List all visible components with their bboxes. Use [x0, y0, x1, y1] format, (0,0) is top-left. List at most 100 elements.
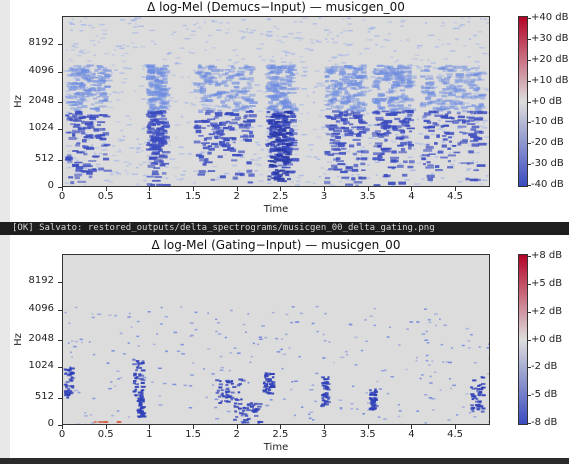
delta-cell	[457, 142, 462, 146]
delta-cell	[468, 38, 472, 40]
delta-cell	[112, 91, 117, 93]
delta-cell	[284, 104, 292, 107]
delta-cell	[167, 52, 171, 55]
x-tick-mark	[236, 425, 238, 429]
delta-cell	[340, 170, 348, 174]
delta-cell	[263, 107, 269, 110]
delta-cell	[476, 117, 484, 120]
delta-cell	[258, 55, 262, 58]
delta-cell	[171, 33, 174, 36]
delta-cell	[249, 69, 254, 74]
delta-cell	[246, 126, 250, 129]
delta-cell	[92, 397, 96, 400]
delta-cell	[405, 99, 415, 102]
delta-cell	[486, 347, 489, 349]
delta-cell	[277, 146, 282, 149]
delta-cell	[203, 161, 213, 164]
delta-cell	[66, 116, 76, 119]
delta-cell	[388, 90, 394, 94]
delta-cell	[454, 80, 459, 84]
delta-cell	[279, 79, 288, 82]
delta-cell	[114, 69, 118, 71]
delta-cell	[275, 156, 282, 159]
delta-cell	[330, 99, 334, 102]
delta-cell	[447, 154, 456, 157]
delta-cell	[333, 89, 340, 94]
delta-cell	[160, 101, 166, 105]
delta-cell	[134, 388, 138, 391]
delta-cell	[412, 58, 419, 60]
delta-cell	[222, 395, 226, 398]
delta-cell	[257, 110, 263, 113]
delta-cell	[320, 167, 324, 169]
delta-cell	[369, 26, 376, 29]
delta-cell	[149, 143, 153, 146]
delta-cell	[126, 67, 132, 70]
x-tick-mark	[280, 425, 282, 429]
delta-cell	[150, 138, 159, 141]
delta-cell	[255, 141, 259, 144]
delta-cell	[86, 64, 94, 67]
delta-cell	[173, 100, 179, 103]
delta-cell	[470, 78, 480, 82]
delta-cell	[428, 397, 433, 399]
delta-cell	[159, 93, 167, 96]
delta-cell	[355, 133, 362, 137]
delta-cell	[90, 39, 96, 42]
delta-cell	[474, 130, 483, 134]
delta-cell	[460, 70, 465, 73]
delta-cell	[293, 37, 299, 39]
delta-cell	[168, 105, 172, 107]
delta-cell	[225, 383, 229, 386]
delta-cell	[288, 66, 294, 69]
delta-cell	[142, 399, 145, 402]
delta-cell	[207, 125, 211, 127]
delta-cell	[220, 366, 224, 369]
delta-cell	[269, 76, 279, 81]
delta-cell	[219, 132, 224, 137]
delta-cell	[314, 70, 320, 72]
delta-cell	[441, 95, 446, 98]
delta-cell	[469, 84, 479, 88]
delta-cell	[395, 134, 399, 136]
delta-cell	[281, 134, 287, 137]
delta-cell	[141, 128, 145, 130]
delta-cell	[79, 338, 83, 341]
delta-cell	[394, 74, 404, 79]
delta-cell	[237, 170, 241, 173]
delta-cell	[268, 18, 272, 21]
delta-cell	[418, 143, 424, 145]
delta-cell	[204, 49, 207, 51]
delta-cell	[249, 72, 253, 75]
delta-cell	[277, 158, 283, 161]
delta-cell	[326, 41, 330, 43]
delta-cell	[360, 162, 366, 166]
delta-cell	[87, 50, 91, 53]
delta-cell	[294, 380, 299, 382]
delta-cell	[438, 67, 446, 70]
delta-cell	[236, 103, 240, 107]
delta-cell	[116, 99, 121, 101]
delta-cell	[341, 176, 349, 179]
delta-cell	[234, 48, 238, 51]
colorbar-tick-label: -20 dB	[531, 137, 564, 149]
delta-cell	[99, 75, 103, 78]
delta-cell	[330, 145, 338, 147]
delta-cell	[158, 95, 166, 98]
delta-cell	[154, 96, 161, 99]
delta-cell	[136, 138, 140, 140]
delta-cell	[243, 115, 247, 120]
delta-cell	[407, 141, 412, 145]
delta-cell	[70, 118, 78, 122]
delta-cell	[90, 72, 96, 75]
delta-cell	[246, 161, 252, 165]
delta-cell	[395, 137, 404, 140]
delta-cell	[75, 87, 83, 90]
delta-cell	[216, 29, 222, 31]
delta-cell	[390, 72, 399, 76]
delta-cell	[423, 149, 433, 152]
delta-cell	[287, 106, 297, 109]
delta-cell	[272, 71, 278, 74]
delta-cell	[381, 369, 385, 372]
delta-cell	[129, 147, 135, 149]
